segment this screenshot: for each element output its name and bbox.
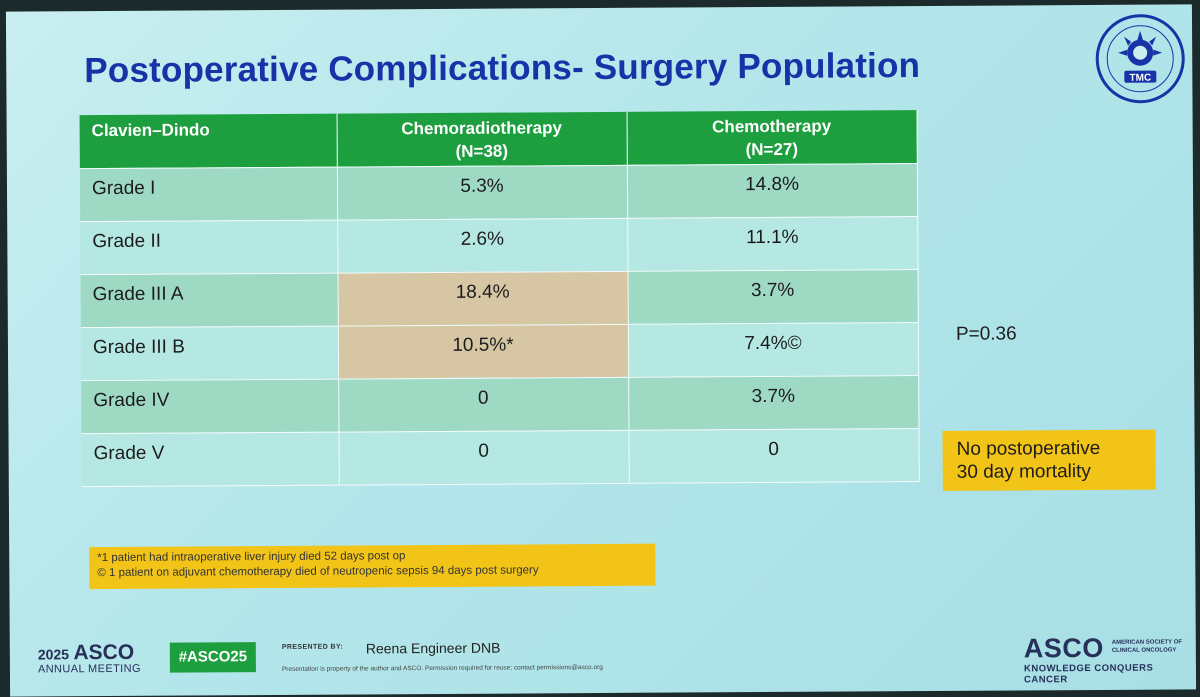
table-row: Grade II 2.6% 11.1%	[80, 216, 918, 275]
slide-title: Postoperative Complications- Surgery Pop…	[84, 46, 921, 91]
grade-cell: Grade IV	[81, 378, 339, 434]
grade-cell: Grade V	[81, 431, 339, 487]
grade-cell: Grade III B	[80, 325, 339, 381]
table-row: Grade I 5.3% 14.8%	[79, 163, 918, 222]
tmc-logo: TMC	[1095, 14, 1185, 104]
mortality-note-box: No postoperative 30 day mortality	[942, 429, 1156, 491]
header-clavien-dindo: Clavien–Dindo	[79, 113, 337, 169]
table-row: Grade III A 18.4% 3.7%	[80, 269, 918, 328]
ct-value-cell: 3.7%	[628, 375, 919, 430]
crt-value-cell-highlighted: 10.5%*	[337, 323, 629, 379]
hashtag-badge: #ASCO25	[169, 642, 256, 673]
grade-cell: Grade III A	[80, 272, 338, 328]
disclaimer-text: Presentation is property of the author a…	[281, 663, 603, 673]
table-header-row: Clavien–Dindo Chemoradiotherapy (N=38) C…	[79, 110, 917, 169]
asco-logo-text: ASCO	[1023, 632, 1104, 664]
table-row: Grade V 0 0	[81, 428, 919, 487]
crt-value-cell-highlighted: 18.4%	[337, 270, 628, 326]
footnotes-box: *1 patient had intraoperative liver inju…	[89, 543, 656, 590]
meeting-year: 2025	[37, 646, 70, 663]
mortality-note-line2: 30 day mortality	[956, 461, 1091, 483]
crt-value-cell: 0	[338, 376, 629, 432]
presenter-name: Reena Engineer DNB	[365, 639, 501, 657]
tmc-logo-text: TMC	[1129, 73, 1151, 84]
ct-value-cell: 14.8%	[626, 163, 918, 218]
grade-cell: Grade II	[80, 219, 338, 275]
mortality-note-line1: No postoperative	[956, 437, 1101, 460]
presented-by-label: PRESENTED BY:	[281, 643, 344, 651]
table-row: Grade IV 0 3.7%	[81, 375, 919, 434]
header-chemotherapy-label: Chemotherapy	[712, 116, 832, 137]
meeting-asco: ASCO	[73, 640, 135, 665]
header-chemoradiotherapy-n: (N=38)	[455, 141, 509, 161]
society-name: AMERICAN SOCIETY OF CLINICAL ONCOLOGY	[1111, 639, 1183, 654]
header-chemoradiotherapy: Chemoradiotherapy (N=38)	[336, 111, 627, 167]
crt-value-cell: 2.6%	[337, 217, 628, 273]
ct-value-cell: 3.7%	[627, 269, 918, 324]
header-chemoradiotherapy-label: Chemoradiotherapy	[401, 118, 562, 139]
slide: Postoperative Complications- Surgery Pop…	[5, 4, 1197, 697]
complications-table: Clavien–Dindo Chemoradiotherapy (N=38) C…	[79, 110, 920, 487]
crt-value-cell: 5.3%	[336, 164, 628, 220]
header-chemotherapy: Chemotherapy (N=27)	[626, 110, 917, 165]
header-chemotherapy-n: (N=27)	[745, 139, 799, 160]
ct-value-cell: 11.1%	[627, 216, 918, 271]
ct-value-cell: 7.4%©	[627, 322, 919, 377]
p-value: P=0.36	[955, 323, 1017, 345]
asco-society-logo: ASCO AMERICAN SOCIETY OF CLINICAL ONCOLO…	[1024, 632, 1196, 685]
asco-annual-meeting-logo: 2025 ASCO ANNUAL MEETING	[38, 641, 141, 676]
meeting-label: ANNUAL MEETING	[37, 662, 141, 676]
grade-cell: Grade I	[79, 166, 338, 222]
footnote-2: © 1 patient on adjuvant chemotherapy die…	[97, 564, 539, 580]
tagline: KNOWLEDGE CONQUERS CANCER	[1023, 662, 1154, 686]
slide-footer: 2025 ASCO ANNUAL MEETING #ASCO25 PRESENT…	[10, 626, 1196, 693]
crt-value-cell: 0	[338, 429, 629, 485]
table-row: Grade III B 10.5%* 7.4%©	[80, 322, 919, 381]
ct-value-cell: 0	[628, 428, 919, 483]
